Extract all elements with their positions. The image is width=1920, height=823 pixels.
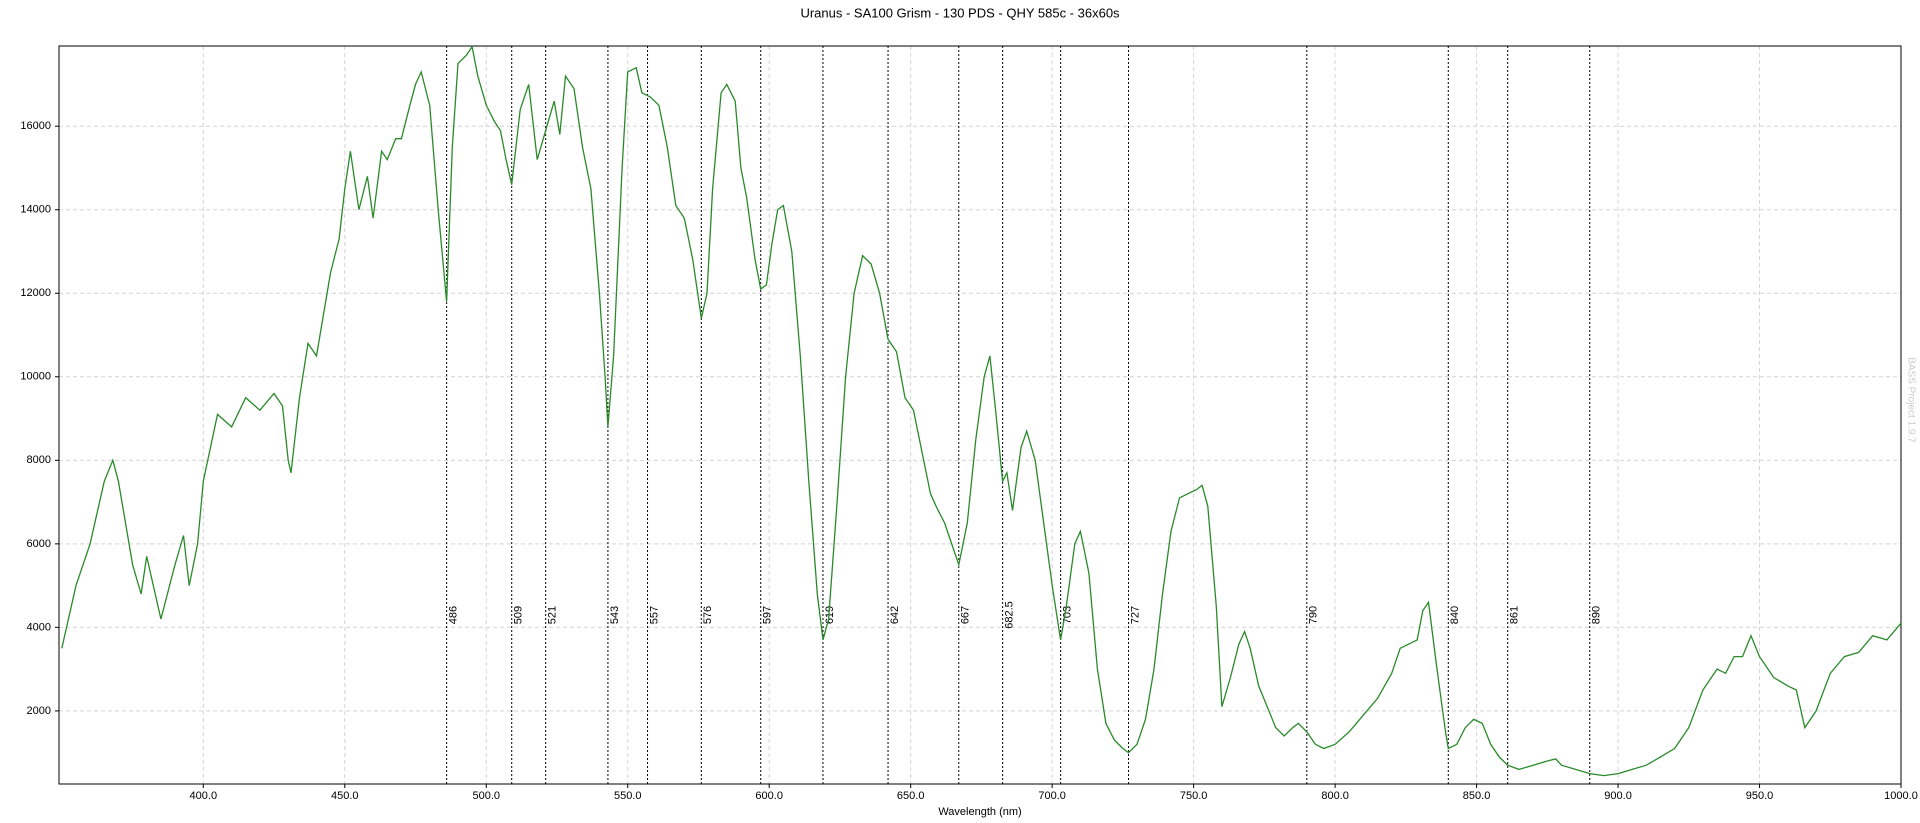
marker-label: 682.5 [1004, 601, 1016, 629]
marker-label: 576 [702, 606, 714, 624]
y-tick-label: 16000 [20, 120, 51, 132]
marker-label: 790 [1308, 606, 1320, 624]
x-tick-label: 700.0 [1038, 790, 1066, 802]
x-tick-label: 450.0 [331, 790, 359, 802]
marker-label: 890 [1591, 606, 1603, 624]
x-tick-label: 850.0 [1463, 790, 1491, 802]
marker-label: 486 [448, 606, 460, 624]
x-tick-label: 800.0 [1321, 790, 1349, 802]
y-tick-label: 2000 [27, 705, 51, 717]
marker-label: 619 [824, 606, 836, 624]
y-tick-label: 10000 [20, 371, 51, 383]
chart-title: Uranus - SA100 Grism - 130 PDS - QHY 585… [800, 5, 1120, 20]
x-axis-label: Wavelength (nm) [938, 806, 1021, 818]
y-tick-label: 4000 [27, 621, 51, 633]
x-tick-label: 650.0 [897, 790, 925, 802]
x-tick-label: 1000.0 [1884, 790, 1918, 802]
x-tick-label: 600.0 [755, 790, 783, 802]
watermark: BASS Project 1.9.7 [1905, 357, 1916, 443]
spectrum-line [61, 45, 1902, 777]
x-tick-label: 900.0 [1604, 790, 1632, 802]
marker-label: 543 [609, 606, 621, 624]
y-tick-label: 6000 [27, 538, 51, 550]
marker-label: 667 [960, 606, 972, 624]
x-tick-label: 750.0 [1180, 790, 1208, 802]
y-tick-label: 12000 [20, 287, 51, 299]
x-tick-label: 550.0 [614, 790, 642, 802]
plot-frame [58, 45, 1902, 785]
marker-label: 727 [1129, 606, 1141, 624]
x-tick-label: 400.0 [190, 790, 218, 802]
y-tick-label: 14000 [20, 204, 51, 216]
marker-label: 861 [1509, 606, 1521, 624]
marker-label: 597 [762, 606, 774, 624]
y-tick-label: 8000 [27, 454, 51, 466]
x-tick-label: 950.0 [1746, 790, 1774, 802]
x-tick-label: 500.0 [472, 790, 500, 802]
marker-label: 840 [1449, 606, 1461, 624]
marker-label: 557 [648, 606, 660, 624]
marker-label: 521 [547, 606, 559, 624]
marker-label: 642 [889, 606, 901, 624]
marker-label: 509 [513, 606, 525, 624]
